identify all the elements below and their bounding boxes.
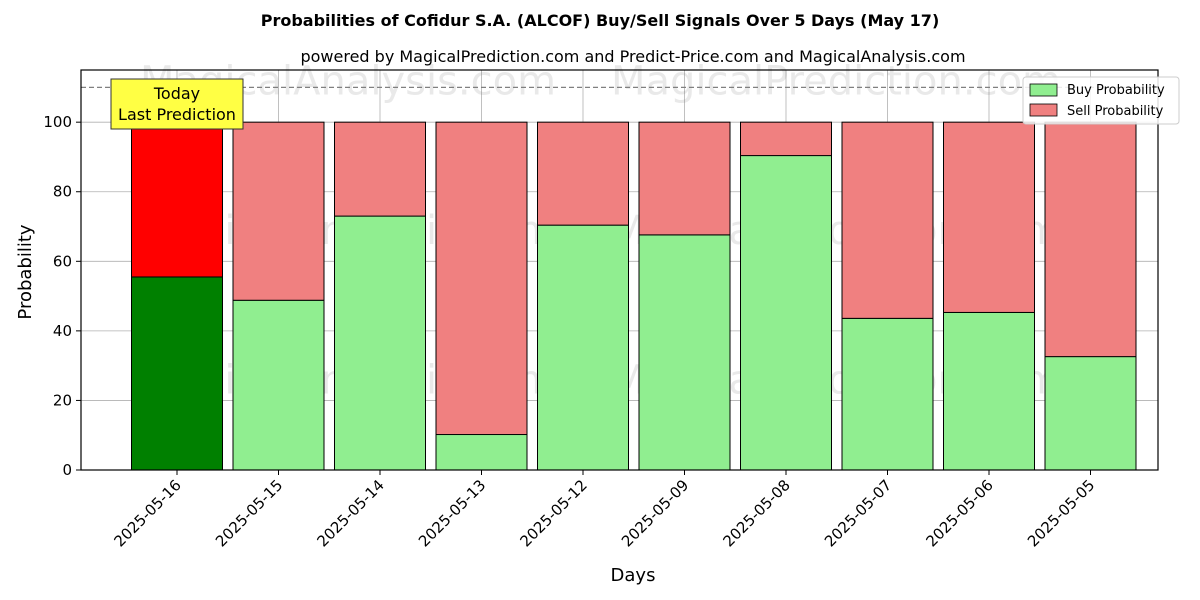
sell-bar bbox=[1044, 121, 1137, 358]
sell-bar bbox=[841, 121, 934, 319]
x-tick-label: 2025-05-05 bbox=[1024, 476, 1098, 550]
buy-bar bbox=[131, 276, 223, 471]
chart-title: Probabilities of Cofidur S.A. (ALCOF) Bu… bbox=[261, 11, 940, 30]
legend-sell-swatch bbox=[1029, 103, 1058, 117]
buy-bar bbox=[537, 224, 629, 471]
y-tick-label: 40 bbox=[53, 322, 72, 340]
buy-bar bbox=[435, 434, 528, 471]
x-tick-label: 2025-05-09 bbox=[618, 476, 692, 550]
legend-sell-label: Sell Probability bbox=[1067, 104, 1164, 119]
watermark-text: MagicalPrediction.com bbox=[611, 58, 1061, 104]
x-tick-label: 2025-05-14 bbox=[313, 476, 387, 550]
x-axis-ticks: 2025-05-16 2025-05-15 2025-05-14 2025-05-13… bbox=[110, 470, 1098, 550]
x-tick-label: 2025-05-08 bbox=[719, 476, 793, 550]
x-tick-label: 2025-05-16 bbox=[110, 476, 184, 550]
buy-bar bbox=[841, 317, 934, 471]
annotation-box bbox=[110, 78, 244, 130]
chart-subtitle: powered by MagicalPrediction.com and Pre… bbox=[300, 47, 965, 66]
y-tick-label: 60 bbox=[53, 252, 72, 270]
sell-bar bbox=[131, 121, 223, 278]
today-annotation: Today Last Prediction bbox=[110, 78, 244, 130]
x-tick-label: 2025-05-13 bbox=[415, 476, 489, 550]
y-tick-label: 80 bbox=[53, 183, 72, 201]
x-tick-label: 2025-05-07 bbox=[821, 476, 895, 550]
legend: Buy Probability Sell Probability bbox=[1022, 76, 1180, 125]
sell-bar bbox=[740, 121, 832, 157]
x-axis-label: Days bbox=[611, 565, 656, 586]
sell-bar bbox=[638, 121, 731, 236]
buy-bar bbox=[638, 234, 731, 471]
legend-buy-swatch bbox=[1029, 83, 1058, 97]
y-tick-label: 20 bbox=[53, 391, 72, 409]
y-tick-label: 100 bbox=[43, 113, 72, 131]
buy-bar bbox=[334, 215, 426, 471]
legend-buy-label: Buy Probability bbox=[1067, 83, 1165, 98]
buy-bar bbox=[232, 299, 325, 471]
annotation-line-last-prediction: Last Prediction bbox=[118, 105, 236, 124]
y-axis-ticks: 0 20 40 60 80 100 bbox=[43, 113, 81, 479]
sell-bar bbox=[537, 121, 629, 226]
sell-bar bbox=[232, 121, 325, 301]
buy-bar bbox=[740, 155, 832, 471]
x-tick-label: 2025-05-06 bbox=[922, 476, 996, 550]
x-tick-label: 2025-05-15 bbox=[212, 476, 286, 550]
y-tick-label: 0 bbox=[62, 461, 72, 479]
sell-bar bbox=[435, 121, 528, 436]
sell-bar bbox=[943, 121, 1035, 313]
buy-bar bbox=[943, 311, 1035, 471]
plot-frame bbox=[80, 69, 1159, 471]
annotation-line-today: Today bbox=[153, 84, 200, 103]
buy-bar bbox=[1044, 356, 1137, 471]
sell-bar bbox=[334, 121, 426, 217]
bars bbox=[131, 121, 1137, 471]
y-axis-label: Probability bbox=[15, 224, 36, 319]
legend-box bbox=[1022, 76, 1180, 125]
x-tick-label: 2025-05-12 bbox=[516, 476, 590, 550]
